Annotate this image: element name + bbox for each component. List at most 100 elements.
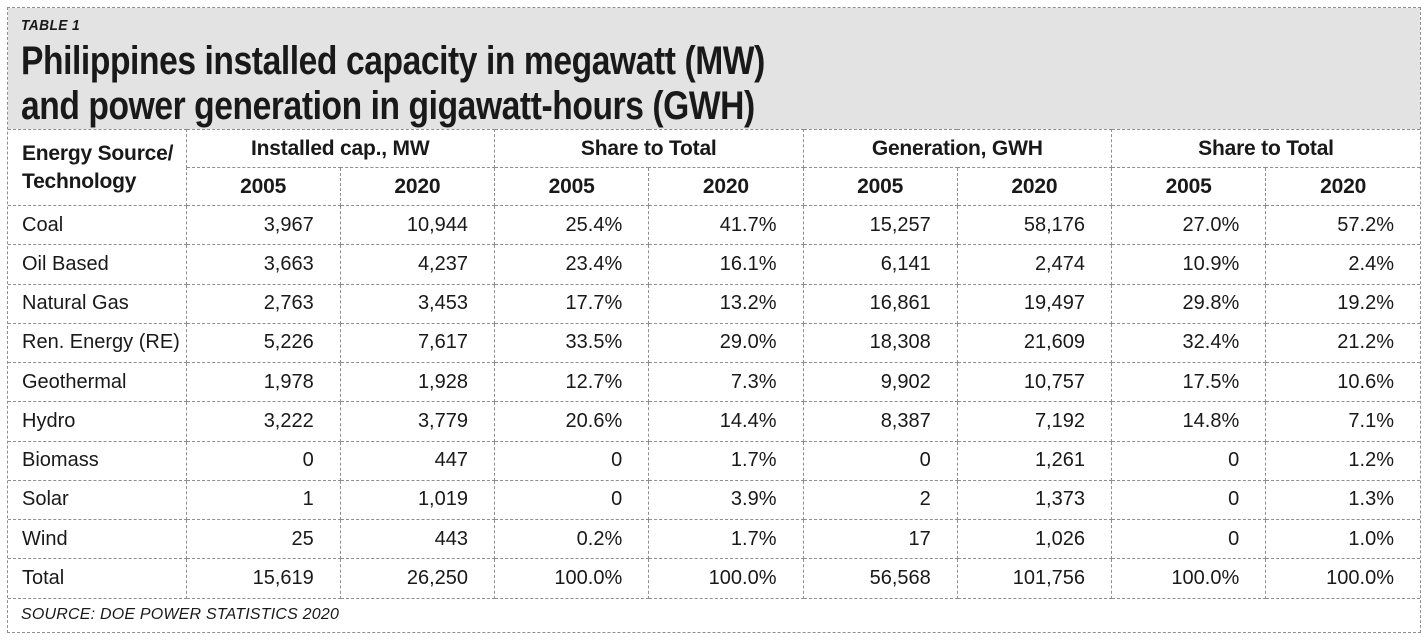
row-label: Hydro (8, 401, 187, 442)
table-tag: TABLE 1 (21, 17, 81, 34)
value-cell: 7.1% (1265, 401, 1420, 442)
year-header: 2005 (1110, 167, 1267, 206)
row-label: Natural Gas (8, 283, 187, 324)
value-cell: 2,474 (956, 244, 1113, 285)
value-cell: 8,387 (802, 401, 958, 442)
table-row: Ren. Energy (RE) 5,226 7,617 33.5% 29.0% 18,3… (8, 322, 1420, 364)
year-header: 2005 (186, 167, 341, 206)
value-cell: 0 (1110, 440, 1267, 481)
value-cell: 0 (493, 440, 650, 481)
value-cell: 20.6% (493, 401, 650, 442)
value-cell: 25.4% (493, 204, 650, 246)
value-cell: 10.9% (1110, 244, 1267, 285)
table-frame: TABLE 1 Philippines installed capacity i… (7, 7, 1421, 633)
value-cell: 9,902 (802, 361, 958, 403)
row-label: Oil Based (8, 244, 187, 285)
value-cell: 57.2% (1265, 204, 1420, 246)
value-cell: 16,861 (802, 283, 958, 324)
value-cell: 7,617 (339, 322, 496, 364)
value-cell: 1,928 (339, 361, 496, 403)
group-header-share-cap: Share to Total (494, 129, 804, 168)
value-cell: 16.1% (648, 244, 804, 285)
value-cell: 2.4% (1265, 244, 1420, 285)
value-cell: 0 (802, 440, 958, 481)
value-cell: 15,257 (802, 204, 958, 246)
value-cell: 32.4% (1110, 322, 1267, 364)
value-cell: 447 (339, 440, 496, 481)
value-cell: 17 (802, 518, 958, 560)
value-cell: 1.2% (1265, 440, 1420, 481)
table-footer: SOURCE: DOE POWER STATISTICS 2020 (8, 597, 1420, 632)
value-cell: 12.7% (493, 361, 650, 403)
value-cell: 17.5% (1110, 361, 1267, 403)
value-cell: 3,663 (185, 244, 341, 285)
year-header-row: 2005 2020 2005 2020 2005 2020 2005 2020 (8, 167, 1420, 206)
value-cell: 26,250 (339, 558, 496, 599)
value-cell: 19.2% (1265, 283, 1420, 324)
value-cell: 29.8% (1110, 283, 1267, 324)
table-row: Oil Based 3,663 4,237 23.4% 16.1% 6,141 2,474 1… (8, 244, 1420, 285)
table-row: Biomass 0 447 0 1.7% 0 1,261 0 1.2% (8, 440, 1420, 481)
value-cell: 17.7% (493, 283, 650, 324)
page-title-line-2: and power generation in gigawatt-hours (… (21, 83, 755, 128)
page-title-line-1: Philippines installed capacity in megawa… (21, 39, 765, 83)
table-row: Hydro 3,222 3,779 20.6% 14.4% 8,387 7,192 14.8%… (8, 401, 1420, 442)
group-header-generation: Generation, GWH (802, 129, 1112, 168)
table-row: Natural Gas 2,763 3,453 17.7% 13.2% 16,861 19,… (8, 283, 1420, 324)
value-cell: 27.0% (1110, 204, 1267, 246)
value-cell: 29.0% (648, 322, 804, 364)
value-cell: 23.4% (493, 244, 650, 285)
value-cell: 0.2% (493, 518, 650, 560)
data-table: Energy Source/ Technology Installed cap.… (8, 129, 1420, 632)
row-label: Solar (8, 479, 187, 521)
year-header: 2020 (1265, 167, 1420, 206)
value-cell: 10,944 (339, 204, 496, 246)
value-cell: 1,026 (956, 518, 1113, 560)
value-cell: 13.2% (648, 283, 804, 324)
value-cell: 1.0% (1265, 518, 1420, 560)
value-cell: 3.9% (648, 479, 804, 521)
value-cell: 1,373 (956, 479, 1113, 521)
value-cell: 1.7% (648, 440, 804, 481)
value-cell: 100.0% (648, 558, 804, 599)
value-cell: 3,453 (339, 283, 496, 324)
value-cell: 19,497 (956, 283, 1113, 324)
value-cell: 10,757 (956, 361, 1113, 403)
year-header: 2020 (648, 167, 804, 206)
table-row: Geothermal 1,978 1,928 12.7% 7.3% 9,902 10,757… (8, 361, 1420, 403)
value-cell: 10.6% (1265, 361, 1420, 403)
value-cell: 443 (339, 518, 496, 560)
value-cell: 33.5% (493, 322, 650, 364)
value-cell: 2 (802, 479, 958, 521)
value-cell: 7,192 (956, 401, 1113, 442)
source-row: SOURCE: DOE POWER STATISTICS 2020 (8, 597, 1420, 632)
value-cell: 41.7% (648, 204, 804, 246)
row-label: Total (8, 558, 187, 599)
table-row: Coal 3,967 10,944 25.4% 41.7% 15,257 58,176 27.… (8, 204, 1420, 246)
value-cell: 1.3% (1265, 479, 1420, 521)
year-header: 2020 (339, 167, 496, 206)
value-cell: 18,308 (802, 322, 958, 364)
value-cell: 1,978 (185, 361, 341, 403)
group-header-share-gen: Share to Total (1111, 129, 1420, 168)
value-cell: 4,237 (339, 244, 496, 285)
table-header: Energy Source/ Technology Installed cap.… (8, 129, 1420, 206)
row-label: Geothermal (8, 361, 187, 403)
value-cell: 5,226 (185, 322, 341, 364)
row-label: Wind (8, 518, 187, 560)
source-note: SOURCE: DOE POWER STATISTICS 2020 (8, 597, 1420, 632)
value-cell: 14.4% (648, 401, 804, 442)
value-cell: 0 (1110, 518, 1267, 560)
table-body: Coal 3,967 10,944 25.4% 41.7% 15,257 58,176 27.… (8, 204, 1420, 599)
masthead: TABLE 1 Philippines installed capacity i… (8, 8, 1420, 129)
value-cell: 56,568 (802, 558, 958, 599)
value-cell: 100.0% (1265, 558, 1420, 599)
row-label-header: Energy Source/ Technology (8, 129, 187, 206)
value-cell: 3,967 (185, 204, 341, 246)
value-cell: 6,141 (802, 244, 958, 285)
value-cell: 1.7% (648, 518, 804, 560)
value-cell: 100.0% (493, 558, 650, 599)
value-cell: 1,261 (956, 440, 1113, 481)
value-cell: 14.8% (1110, 401, 1267, 442)
value-cell: 0 (1110, 479, 1267, 521)
